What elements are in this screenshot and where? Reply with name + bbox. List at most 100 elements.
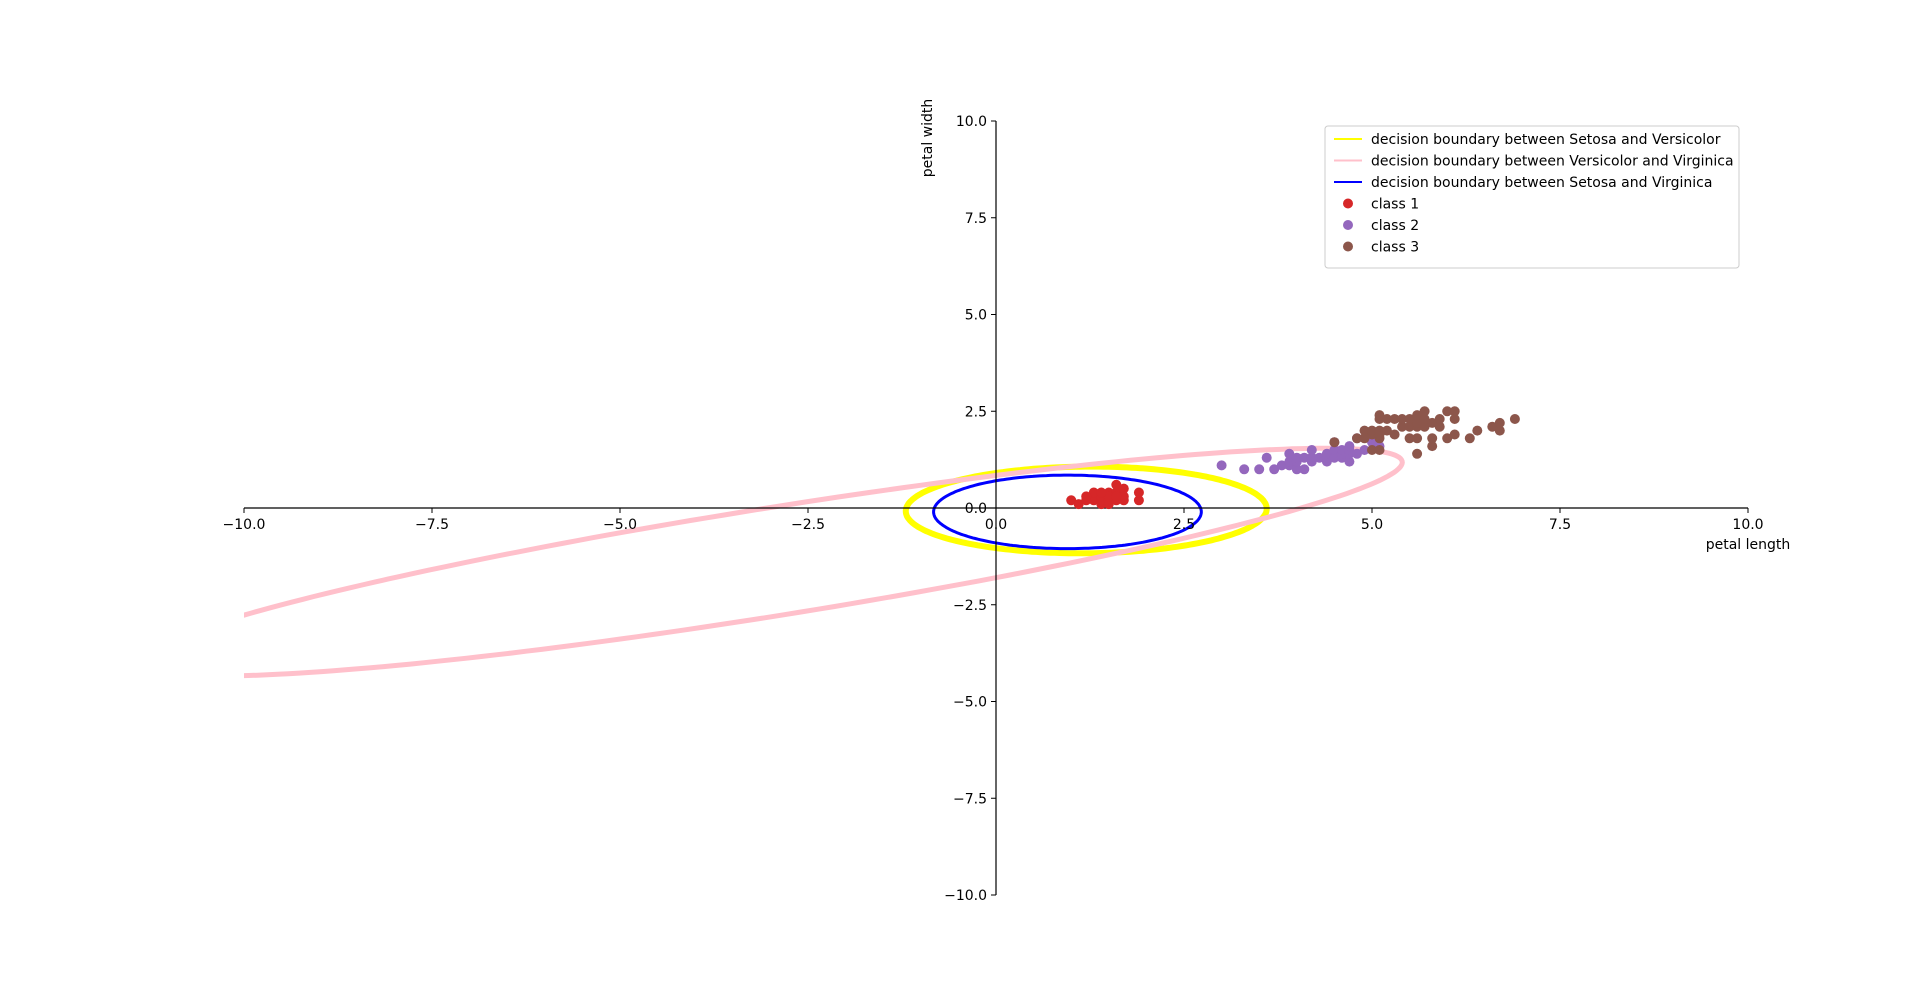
y-axis-label: petal width bbox=[920, 99, 936, 178]
point-class-2 bbox=[1306, 452, 1317, 463]
legend-entry: decision boundary between Setosa and Vir… bbox=[1371, 175, 1712, 191]
point-class-2 bbox=[1254, 464, 1265, 475]
decision-boundary-1 bbox=[902, 463, 1270, 557]
point-class-3 bbox=[1359, 433, 1370, 444]
point-class-1 bbox=[1066, 495, 1077, 506]
x-tick-label: 5.0 bbox=[1361, 517, 1383, 533]
point-class-1 bbox=[1073, 499, 1084, 510]
point-class-3 bbox=[1494, 417, 1505, 428]
point-class-2 bbox=[1321, 448, 1332, 459]
point-class-3 bbox=[1367, 445, 1377, 455]
y-tick-label: −10.0 bbox=[944, 888, 987, 904]
point-class-2 bbox=[1284, 448, 1295, 459]
decision-boundaries bbox=[244, 445, 1405, 679]
y-tick-label: −2.5 bbox=[953, 598, 987, 614]
legend-marker-swatch bbox=[1343, 220, 1353, 230]
point-class-3 bbox=[1412, 448, 1423, 459]
point-class-3 bbox=[1509, 414, 1520, 424]
legend-entry: class 3 bbox=[1371, 240, 1419, 256]
point-class-3 bbox=[1442, 433, 1453, 444]
point-class-1 bbox=[1096, 487, 1107, 498]
point-class-3 bbox=[1404, 421, 1415, 432]
x-tick-label: 7.5 bbox=[1549, 517, 1571, 533]
point-class-3 bbox=[1382, 425, 1392, 436]
axes: −10.0 −7.5 −5.0 −2.5 0.0 2.5 5.0 7.5 10.0 −10.0−… bbox=[223, 99, 1791, 904]
point-class-2 bbox=[1367, 437, 1377, 448]
x-tick-label: 10.0 bbox=[1732, 517, 1763, 533]
point-class-3 bbox=[1367, 425, 1377, 436]
point-class-3 bbox=[1494, 425, 1505, 436]
point-class-3 bbox=[1427, 441, 1438, 452]
y-ticks: −10.0 −7.5 −5.0 −2.5 0.0 2.5 5.0 7.5 10.0 bbox=[944, 114, 996, 904]
x-tick-label: −5.0 bbox=[603, 517, 637, 533]
point-class-1 bbox=[1103, 499, 1114, 510]
point-class-3 bbox=[1449, 429, 1460, 440]
point-class-3 bbox=[1442, 406, 1453, 417]
point-class-2 bbox=[1314, 452, 1325, 463]
point-class-3 bbox=[1434, 421, 1445, 432]
x-tick-label: −2.5 bbox=[791, 517, 825, 533]
y-tick-label: −5.0 bbox=[953, 695, 987, 711]
point-class-2 bbox=[1291, 452, 1302, 463]
x-axis-label: petal length bbox=[1706, 537, 1791, 553]
decision-boundary-2 bbox=[244, 445, 1405, 679]
legend-entry: class 2 bbox=[1371, 218, 1419, 234]
point-class-3 bbox=[1472, 425, 1483, 436]
point-class-3 bbox=[1397, 421, 1408, 432]
legend-entry: decision boundary between Setosa and Ver… bbox=[1371, 132, 1721, 148]
point-class-3 bbox=[1412, 410, 1423, 421]
y-tick-label: 5.0 bbox=[965, 308, 987, 324]
point-class-3 bbox=[1412, 417, 1423, 428]
point-class-1 bbox=[1081, 491, 1092, 502]
point-class-2 bbox=[1306, 445, 1317, 455]
y-tick-label: 0.0 bbox=[965, 501, 987, 517]
x-tick-label: −10.0 bbox=[223, 517, 266, 533]
legend-marker-swatch bbox=[1343, 198, 1353, 209]
point-class-3 bbox=[1352, 433, 1362, 444]
point-class-3 bbox=[1434, 414, 1445, 424]
point-class-2 bbox=[1269, 464, 1280, 475]
point-class-3 bbox=[1427, 433, 1438, 444]
scatter-points bbox=[1066, 406, 1520, 510]
point-class-2 bbox=[1239, 464, 1250, 475]
point-class-3 bbox=[1419, 414, 1430, 424]
point-class-3 bbox=[1449, 406, 1460, 417]
point-class-1 bbox=[1103, 491, 1114, 502]
point-class-2 bbox=[1352, 448, 1362, 459]
x-tick-label: 2.5 bbox=[1173, 517, 1195, 533]
point-class-3 bbox=[1427, 417, 1438, 428]
decision-boundary-3 bbox=[932, 473, 1203, 551]
legend-entry: class 1 bbox=[1371, 197, 1419, 213]
point-class-3 bbox=[1359, 425, 1370, 436]
point-class-3 bbox=[1404, 433, 1415, 444]
point-class-2 bbox=[1344, 441, 1355, 452]
point-class-1 bbox=[1096, 499, 1107, 510]
point-class-2 bbox=[1344, 456, 1355, 467]
point-class-2 bbox=[1284, 456, 1295, 467]
point-class-2 bbox=[1329, 445, 1340, 455]
point-class-1 bbox=[1111, 479, 1122, 490]
point-class-2 bbox=[1359, 445, 1370, 455]
legend-marker-swatch bbox=[1343, 241, 1353, 252]
point-class-3 bbox=[1487, 421, 1498, 432]
point-class-1 bbox=[1133, 495, 1144, 506]
legend: decision boundary between Setosa and Ver… bbox=[1324, 125, 1740, 269]
point-class-3 bbox=[1412, 433, 1423, 444]
point-class-2 bbox=[1329, 452, 1340, 463]
point-class-2 bbox=[1216, 460, 1227, 471]
point-class-3 bbox=[1404, 414, 1415, 424]
y-tick-label: 7.5 bbox=[965, 211, 987, 227]
point-class-3 bbox=[1329, 437, 1340, 448]
point-class-2 bbox=[1291, 464, 1302, 475]
y-tick-label: 2.5 bbox=[965, 404, 987, 420]
point-class-2 bbox=[1276, 460, 1287, 471]
y-tick-label: −7.5 bbox=[953, 791, 987, 807]
y-tick-label: 10.0 bbox=[956, 114, 987, 130]
point-class-1 bbox=[1118, 483, 1129, 494]
point-class-3 bbox=[1419, 421, 1430, 432]
legend-entry: decision boundary between Versicolor and… bbox=[1371, 154, 1734, 170]
point-class-2 bbox=[1299, 452, 1310, 463]
point-class-3 bbox=[1389, 414, 1400, 424]
point-class-3 bbox=[1389, 429, 1400, 440]
